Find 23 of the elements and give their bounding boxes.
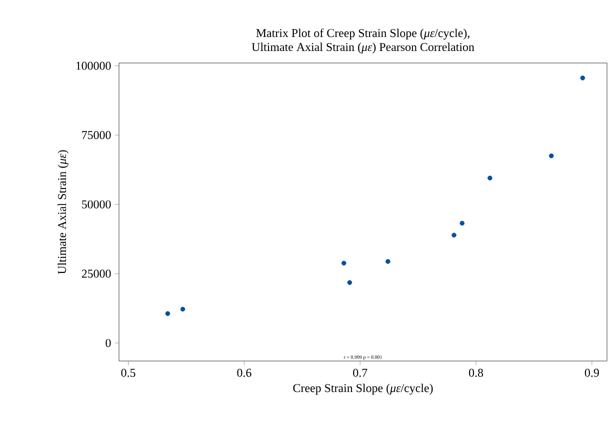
point <box>386 259 390 264</box>
point <box>180 306 186 312</box>
point <box>548 153 554 158</box>
point <box>165 311 170 316</box>
point <box>460 220 464 226</box>
point <box>580 76 586 80</box>
y-tick-label: 50000 <box>82 200 111 208</box>
y-tick-label: 100000 <box>76 62 111 70</box>
x-tick-label: 0.8 <box>469 368 484 377</box>
y-tick-label: 0 <box>106 338 111 348</box>
x-tick-label: 0.6 <box>237 368 252 377</box>
point <box>488 176 492 180</box>
y-axis-title: Ultimate Axial Strain (με) <box>58 150 69 274</box>
point <box>341 260 346 266</box>
x-tick-label: 0.7 <box>353 368 368 377</box>
x-tick-label: 0.5 <box>121 368 136 377</box>
y-tick-label: 75000 <box>82 131 111 140</box>
point <box>347 280 352 285</box>
x-axis-title: Creep Strain Slope (με/cycle) <box>293 384 433 395</box>
chart-title: Matrix Plot of Creep Strain Slope (με/cycle), Ultimate Axial Strain (με) Pearson Correlation <box>252 28 474 54</box>
point <box>452 232 456 238</box>
y-tick-label: 25000 <box>82 270 111 278</box>
x-tick-label: 0.9 <box>584 368 599 377</box>
